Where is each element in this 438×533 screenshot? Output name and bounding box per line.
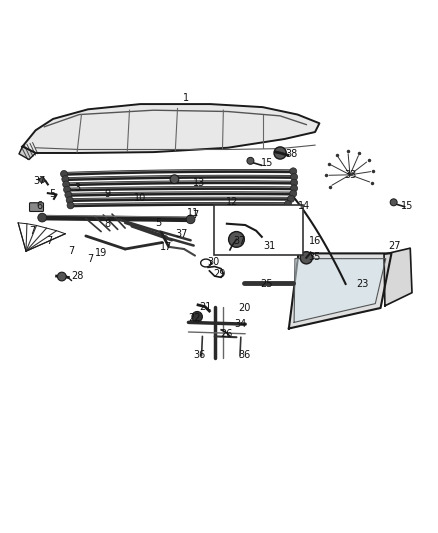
Text: 16: 16 (309, 236, 321, 246)
Text: 15: 15 (261, 158, 273, 167)
Text: 7: 7 (192, 210, 198, 220)
Circle shape (300, 252, 312, 264)
Circle shape (66, 197, 73, 204)
Text: 22: 22 (189, 313, 201, 323)
Text: 28: 28 (71, 271, 83, 281)
Text: 37: 37 (176, 229, 188, 239)
Text: 34: 34 (234, 319, 246, 329)
Text: 10: 10 (134, 192, 147, 203)
Text: 12: 12 (226, 197, 238, 207)
Text: 25: 25 (260, 279, 272, 289)
Text: 27: 27 (388, 240, 401, 251)
Circle shape (57, 272, 66, 281)
Text: 3: 3 (74, 183, 80, 193)
Text: 14: 14 (298, 201, 310, 211)
Text: 7: 7 (46, 236, 53, 246)
Text: 5: 5 (49, 189, 55, 199)
Text: 19: 19 (95, 247, 107, 257)
Circle shape (192, 311, 202, 322)
Text: 26: 26 (221, 329, 233, 339)
Text: 7: 7 (29, 225, 35, 236)
Circle shape (290, 179, 297, 186)
Polygon shape (294, 259, 386, 322)
Text: 11: 11 (187, 208, 199, 218)
Polygon shape (19, 147, 35, 159)
Text: 36: 36 (238, 350, 251, 360)
Text: 38: 38 (285, 149, 297, 159)
Text: 33: 33 (344, 170, 356, 180)
Text: 30: 30 (208, 257, 220, 267)
Polygon shape (22, 104, 319, 153)
Text: 8: 8 (105, 219, 111, 229)
Circle shape (290, 174, 297, 181)
Text: 21: 21 (199, 302, 211, 312)
Text: 17: 17 (159, 242, 172, 252)
Text: 29: 29 (214, 269, 226, 279)
Text: 5: 5 (155, 218, 161, 228)
Text: 13: 13 (193, 177, 205, 188)
Circle shape (38, 213, 46, 222)
Circle shape (60, 171, 67, 177)
Circle shape (63, 181, 70, 188)
Circle shape (229, 231, 244, 247)
Text: 36: 36 (193, 350, 205, 360)
Text: 37: 37 (34, 176, 46, 187)
Polygon shape (384, 248, 412, 306)
FancyBboxPatch shape (214, 205, 303, 255)
Circle shape (39, 177, 45, 183)
Text: 20: 20 (238, 303, 251, 313)
Text: 1: 1 (183, 93, 189, 103)
Circle shape (247, 157, 254, 164)
Text: 9: 9 (105, 189, 111, 199)
Circle shape (274, 147, 286, 159)
Circle shape (290, 185, 297, 192)
Circle shape (186, 215, 195, 224)
Circle shape (62, 176, 69, 183)
Circle shape (65, 191, 72, 198)
Circle shape (390, 199, 397, 206)
Text: 35: 35 (308, 252, 320, 262)
Circle shape (64, 186, 71, 193)
Circle shape (290, 190, 297, 197)
Text: 15: 15 (401, 201, 413, 211)
Text: 23: 23 (356, 279, 368, 289)
Text: 7: 7 (87, 254, 93, 264)
Text: 37: 37 (234, 236, 246, 246)
Text: 31: 31 (263, 240, 276, 251)
Circle shape (170, 175, 179, 183)
Text: 7: 7 (68, 246, 74, 256)
Circle shape (290, 168, 297, 175)
Circle shape (288, 195, 294, 203)
Polygon shape (289, 253, 392, 328)
Circle shape (67, 202, 74, 209)
Circle shape (285, 200, 291, 207)
Text: 6: 6 (36, 201, 42, 211)
FancyBboxPatch shape (29, 203, 43, 212)
